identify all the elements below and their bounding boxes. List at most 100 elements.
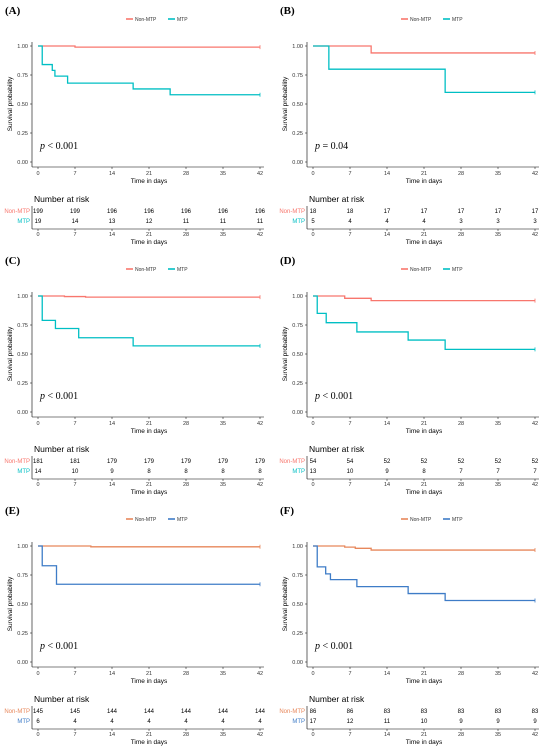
risk-count: 83 [532,709,539,715]
y-axis-title: Survival probability [282,326,289,381]
risk-count: 18 [310,209,317,215]
risk-x-axis-title: Time in days [406,739,443,746]
y-tick-label: 0.75 [292,573,303,579]
x-tick-label: 0 [311,171,314,177]
risk-x-tick-label: 0 [311,732,314,738]
y-axis-title: Survival probability [7,326,14,381]
km-panel: (D) Non-MTP MTP 0.00 0.25 0.50 0.75 1.00 0 7 14 21 2… [279,255,539,496]
panel-label: (D) [280,255,296,267]
y-tick-label: 0.25 [17,381,28,387]
y-tick-label: 0.50 [292,352,303,358]
risk-x-tick-label: 42 [532,232,538,238]
risk-count: 179 [144,459,155,465]
risk-count: 52 [458,459,465,465]
risk-count: 8 [258,469,262,475]
p-value-symbol: p [39,391,45,402]
x-tick-label: 21 [146,171,152,177]
p-value-symbol: p [314,641,320,652]
legend-label: Non-MTP [410,267,432,273]
risk-x-tick-label: 0 [36,232,39,238]
x-tick-label: 7 [348,421,351,427]
x-tick-label: 42 [532,671,538,677]
risk-count: 145 [70,709,81,715]
legend-label: MTP [177,267,188,273]
risk-x-tick-label: 7 [73,732,76,738]
risk-count: 4 [385,219,389,225]
risk-count: 13 [310,469,317,475]
p-value: p < 0.001 [39,141,78,152]
y-tick-label: 0.00 [292,410,303,416]
risk-count: 9 [110,469,114,475]
y-tick-label: 0.00 [292,160,303,166]
risk-count: 144 [107,709,118,715]
legend-label: MTP [177,517,188,523]
risk-x-axis-title: Time in days [131,239,168,246]
x-tick-label: 7 [73,171,76,177]
risk-count: 4 [184,719,188,725]
risk-x-tick-label: 14 [384,482,390,488]
risk-count: 144 [181,709,192,715]
y-tick-label: 0.25 [292,381,303,387]
risk-count: 86 [347,709,354,715]
y-tick-label: 0.00 [292,660,303,666]
risk-count: 17 [495,209,502,215]
p-value: p < 0.001 [314,391,353,402]
risk-x-axis-title: Time in days [406,239,443,246]
x-axis-title: Time in days [406,178,443,185]
panel-label: (B) [280,5,295,17]
risk-group-label: MTP [17,719,30,725]
risk-count: 199 [70,209,81,215]
series-line-non-mtp [313,45,535,54]
risk-x-tick-label: 21 [146,732,152,738]
risk-table-title: Number at risk [309,694,365,704]
series-line-non-mtp [313,545,535,551]
risk-group-label: MTP [292,719,305,725]
risk-x-tick-label: 35 [495,232,501,238]
risk-group-label: Non-MTP [4,459,30,465]
risk-count: 83 [384,709,391,715]
risk-x-tick-label: 42 [257,482,263,488]
series-line-non-mtp [313,295,535,302]
risk-x-tick-label: 14 [109,482,115,488]
risk-group-label: Non-MTP [279,209,305,215]
x-tick-label: 28 [458,171,464,177]
risk-count: 4 [258,719,262,725]
x-tick-label: 21 [421,171,427,177]
legend-label: Non-MTP [135,267,157,273]
legend-label: MTP [177,17,188,23]
risk-count: 3 [459,219,463,225]
risk-table-title: Number at risk [309,194,365,204]
risk-x-axis-title: Time in days [131,489,168,496]
risk-count: 3 [496,219,500,225]
risk-x-tick-label: 0 [311,482,314,488]
risk-x-tick-label: 35 [220,232,226,238]
risk-x-tick-label: 21 [421,232,427,238]
p-value-symbol: p [314,141,320,152]
panel-label: (C) [5,255,21,267]
risk-count: 9 [459,719,463,725]
y-tick-label: 1.00 [17,294,28,300]
series-line-mtp [313,45,535,94]
y-tick-label: 1.00 [292,544,303,550]
x-tick-label: 35 [220,171,226,177]
x-tick-label: 7 [73,421,76,427]
x-axis-title: Time in days [131,178,168,185]
km-panel: (E) Non-MTP MTP 0.00 0.25 0.50 0.75 1.00 0 7 14 21 2… [4,505,265,746]
risk-count: 7 [496,469,500,475]
x-tick-label: 42 [257,421,263,427]
y-tick-label: 0.25 [292,131,303,137]
risk-count: 4 [110,719,114,725]
risk-x-tick-label: 28 [183,732,189,738]
risk-count: 14 [72,219,79,225]
risk-count: 14 [35,469,42,475]
x-tick-label: 0 [36,421,39,427]
p-value-text: = 0.04 [320,141,348,152]
risk-count: 196 [255,209,266,215]
risk-x-tick-label: 14 [109,732,115,738]
risk-x-tick-label: 35 [495,482,501,488]
risk-count: 179 [255,459,266,465]
risk-count: 54 [310,459,317,465]
risk-count: 12 [347,719,354,725]
x-tick-label: 7 [348,171,351,177]
x-axis-title: Time in days [131,428,168,435]
